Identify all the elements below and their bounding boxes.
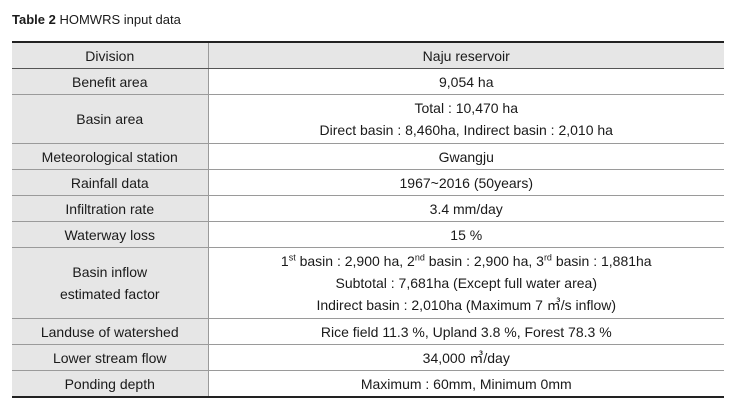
row-label: Basin area [12,94,209,144]
basin-1-ordinal: st [288,252,296,263]
row-label: Benefit area [12,68,209,95]
basin-area-breakdown: Direct basin : 8,460ha, Indirect basin :… [319,122,613,138]
row-label: Ponding depth [12,370,209,398]
row-value: 1967~2016 (50years) [208,169,724,196]
row-label: Waterway loss [12,221,209,248]
basin-inflow-subtotal: Subtotal : 7,681ha (Except full water ar… [335,275,597,291]
header-naju-reservoir: Naju reservoir [208,42,724,69]
table-number: Table 2 [12,12,56,27]
row-value: Gwangju [208,143,724,170]
basin-1-number: 1 [280,253,289,269]
basin-area-total: Total : 10,470 ha [414,100,519,116]
row-meteorological-station: Meteorological station Gwangju [12,143,724,170]
table-header-row: Division Naju reservoir [12,42,724,69]
row-basin-area: Basin area Total : 10,470 ha Direct basi… [12,94,724,144]
row-label: Basin inflow estimated factor [12,247,209,319]
row-waterway-loss: Waterway loss 15 % [12,221,724,248]
basin-inflow-indirect: Indirect basin : 2,010ha (Maximum 7 ㎥/s … [316,297,617,313]
row-value: 15 % [208,221,724,248]
row-value: 1st basin : 2,900 ha, 2nd basin : 2,900 … [208,247,724,319]
row-label: Lower stream flow [12,344,209,371]
row-value: 3.4 mm/day [208,195,724,222]
row-infiltration-rate: Infiltration rate 3.4 mm/day [12,195,724,222]
row-landuse-of-watershed: Landuse of watershed Rice field 11.3 %, … [12,318,724,345]
row-label-line2: estimated factor [59,286,160,302]
row-value: Total : 10,470 ha Direct basin : 8,460ha… [208,94,724,144]
basin-2-ordinal: nd [414,252,425,263]
row-lower-stream-flow: Lower stream flow 34,000 ㎥/day [12,344,724,371]
row-label-line1: Basin inflow [72,264,148,280]
table-caption: Table 2 HOMWRS input data [12,12,181,28]
basin-inflow-basins: 1st basin : 2,900 ha, 2nd basin : 2,900 … [215,250,719,272]
row-basin-inflow: Basin inflow estimated factor 1st basin … [12,247,724,319]
row-label: Meteorological station [12,143,209,170]
basin-3-text: basin : 1,881ha [551,253,652,269]
basin-3-number: 3 [536,253,544,269]
row-label: Rainfall data [12,169,209,196]
basin-2-text: basin : 2,900 ha, [424,253,537,269]
basin-2-number: 2 [407,253,415,269]
row-value: Rice field 11.3 %, Upland 3.8 %, Forest … [208,318,724,345]
row-benefit-area: Benefit area 9,054 ha [12,68,724,95]
row-rainfall-data: Rainfall data 1967~2016 (50years) [12,169,724,196]
basin-1-text: basin : 2,900 ha, [295,253,408,269]
table-title: HOMWRS input data [59,12,181,27]
basin-3-ordinal: rd [543,252,552,263]
row-value: 9,054 ha [208,68,724,95]
row-label: Infiltration rate [12,195,209,222]
row-label: Landuse of watershed [12,318,209,345]
row-ponding-depth: Ponding depth Maximum : 60mm, Minimum 0m… [12,370,724,398]
row-value: 34,000 ㎥/day [208,344,724,371]
row-value: Maximum : 60mm, Minimum 0mm [208,370,724,398]
header-division: Division [12,42,209,69]
homwrs-input-table: Division Naju reservoir Benefit area 9,0… [12,41,724,398]
